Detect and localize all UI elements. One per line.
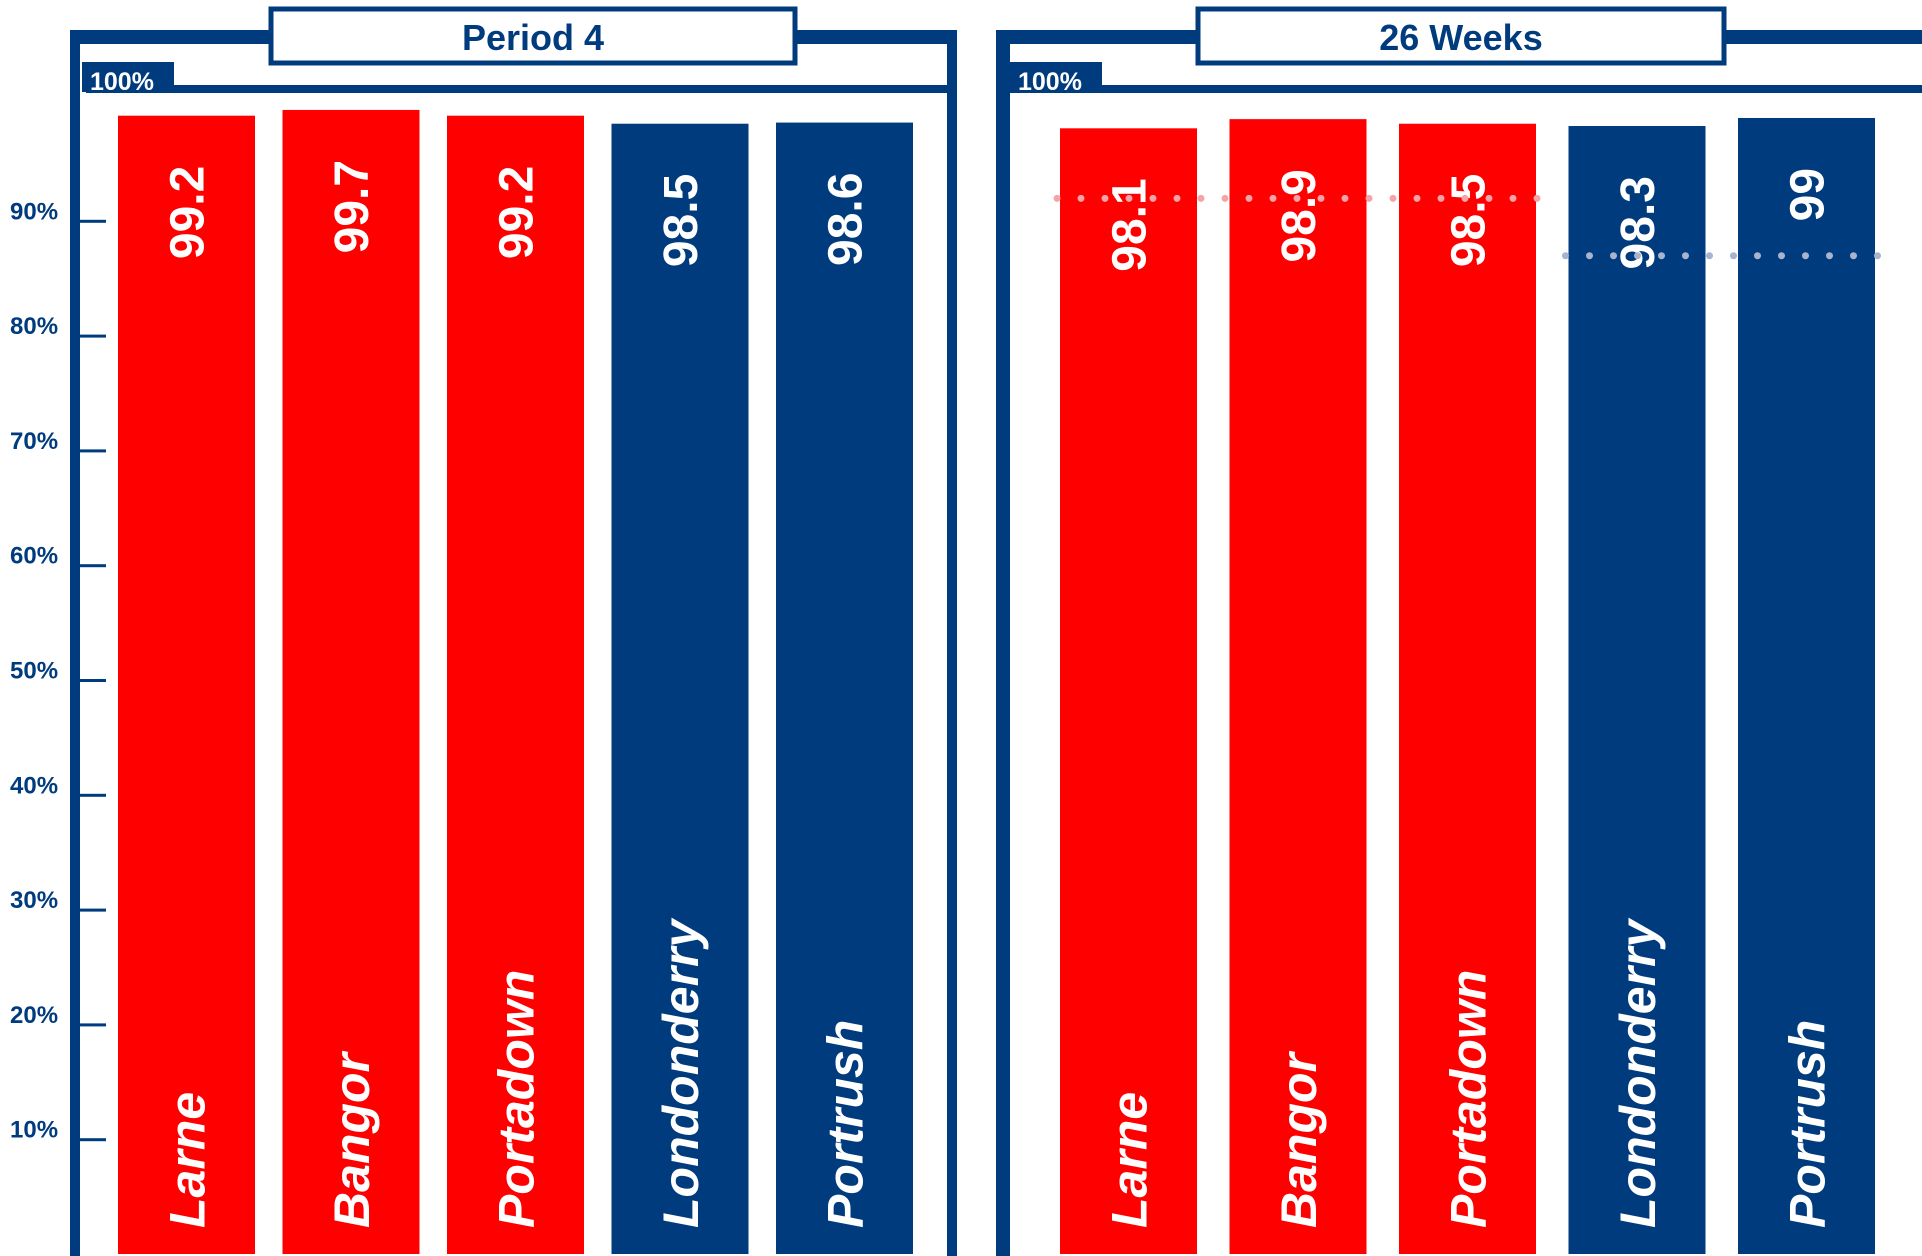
- y-tick-mark: [80, 908, 106, 912]
- panel-title: 26 Weeks: [1379, 17, 1542, 58]
- category-label: Londonderry: [653, 917, 709, 1228]
- category-label: Portadown: [1441, 970, 1497, 1228]
- panel-title: Period 4: [462, 17, 604, 58]
- bar: [1060, 128, 1197, 1254]
- bar: [447, 115, 584, 1255]
- y-axis-line: [70, 30, 80, 1256]
- panel-2: 100% 26 Weeks 98.1 Larne 98.9 Bangor 98.5 Porta…: [996, 6, 1922, 1256]
- y-tick-mark: [80, 793, 106, 797]
- bar: [611, 123, 749, 1255]
- y-tick-mark: [80, 449, 106, 453]
- y-tick-label: 80%: [10, 313, 58, 340]
- bar: [1229, 119, 1367, 1254]
- category-label: Portrush: [1780, 1020, 1836, 1228]
- panel-title-box: [268, 6, 798, 66]
- bar: [282, 109, 420, 1255]
- bar: [1568, 126, 1706, 1255]
- category-label: Bangor: [324, 1050, 380, 1228]
- bar-value-label: 98.6: [820, 173, 873, 266]
- y-tick-mark: [80, 679, 106, 682]
- panel-hundred-line: [86, 85, 957, 93]
- bar-value-label: 98.5: [1443, 174, 1496, 267]
- y-tick-mark: [80, 1138, 106, 1142]
- panel-frame-left: [996, 30, 1010, 1256]
- bar-value-label: 99.2: [491, 166, 544, 259]
- category-label: Larne: [160, 1092, 216, 1228]
- hundred-tab: [82, 62, 174, 92]
- category-label: Portadown: [489, 970, 545, 1228]
- chart-panels: 100% Period 4 99.2 Larne 99.7 Bangor 99.2 Porta…: [80, 6, 1922, 1256]
- y-tick-mark: [80, 334, 106, 338]
- y-tick-label: 50%: [10, 658, 58, 685]
- bar-value-label: 99: [1782, 168, 1835, 221]
- hundred-label: 100%: [90, 68, 154, 96]
- panel-hundred-line: [1002, 85, 1922, 93]
- panel-title-box: [1195, 6, 1727, 66]
- panel-frame-right: [947, 30, 957, 1256]
- y-tick-label: 60%: [10, 543, 58, 570]
- bar-value-label: 98.1: [1104, 178, 1157, 271]
- panel-1: 100% Period 4 99.2 Larne 99.7 Bangor 99.2 Porta…: [80, 6, 957, 1256]
- y-axis: 10% 20% 30% 40% 50% 60% 70% 80% 90%: [10, 30, 106, 1256]
- bar: [1738, 117, 1875, 1255]
- hundred-tab: [1010, 62, 1102, 92]
- y-tick-mark: [80, 219, 106, 223]
- bar: [118, 115, 255, 1255]
- y-tick-label: 70%: [10, 428, 58, 455]
- hundred-label: 100%: [1018, 68, 1082, 96]
- y-tick-mark: [80, 564, 106, 568]
- bar-value-label: 98.5: [655, 174, 708, 267]
- y-tick-label: 10%: [10, 1117, 58, 1144]
- category-label: Portrush: [818, 1020, 874, 1228]
- y-tick-label: 20%: [10, 1002, 58, 1029]
- category-label: Larne: [1102, 1092, 1158, 1228]
- category-label: Bangor: [1271, 1050, 1327, 1228]
- category-label: Londonderry: [1610, 917, 1666, 1228]
- y-tick-label: 90%: [10, 198, 58, 225]
- bar-value-label: 99.7: [326, 160, 379, 253]
- y-tick-label: 30%: [10, 887, 58, 914]
- y-tick-mark: [80, 1023, 106, 1027]
- y-tick-label: 40%: [10, 772, 58, 799]
- bar: [776, 122, 913, 1254]
- bar-value-label: 99.2: [162, 166, 215, 259]
- bar: [1399, 123, 1536, 1255]
- bar-value-label: 98.9: [1273, 169, 1326, 262]
